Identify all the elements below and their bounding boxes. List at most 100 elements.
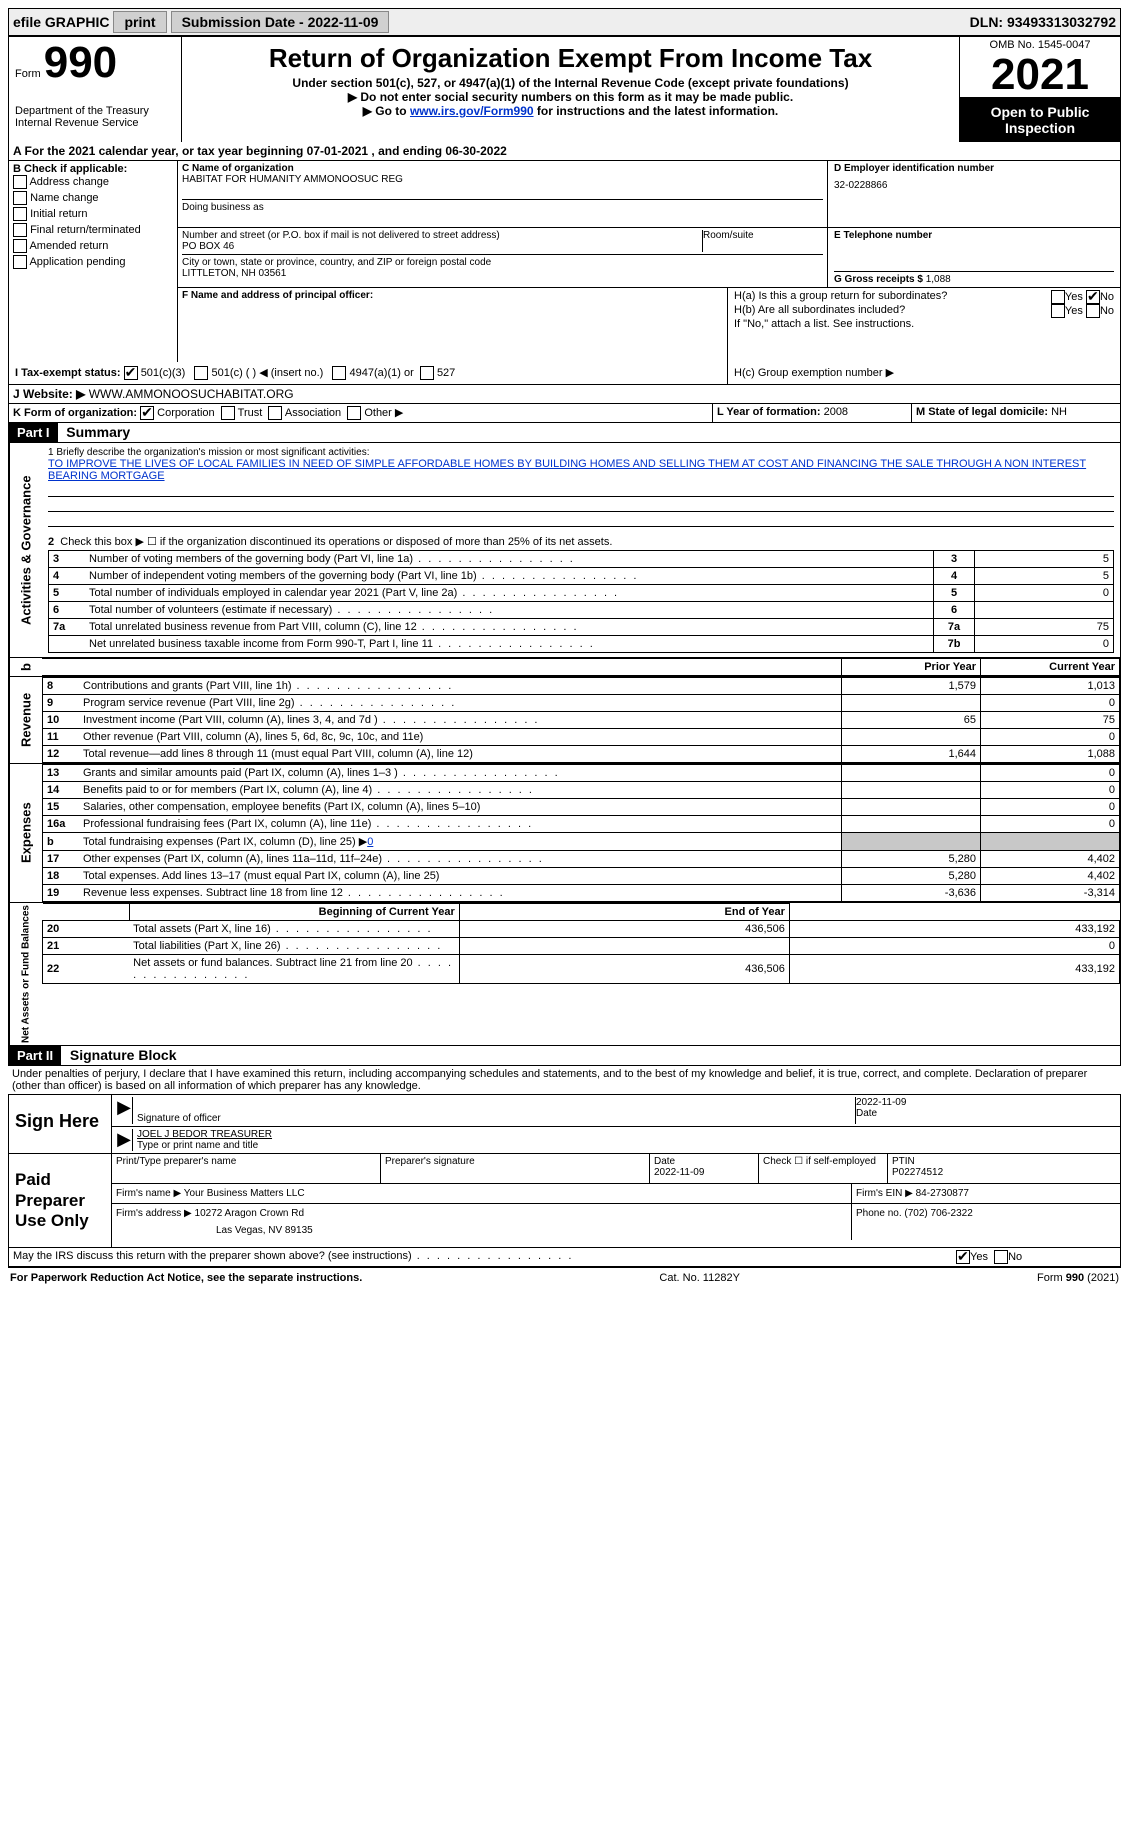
l15-desc: Salaries, other compensation, employee b… xyxy=(83,801,480,813)
check-name-change[interactable] xyxy=(13,191,27,205)
l21-begin xyxy=(459,938,789,955)
col-prior: Prior Year xyxy=(842,659,981,676)
l10-prior: 65 xyxy=(842,712,981,729)
website-label: J Website: ▶ xyxy=(13,387,85,401)
l7a-desc: Total unrelated business revenue from Pa… xyxy=(89,621,417,633)
i-4947-check[interactable] xyxy=(332,366,346,380)
l17-curr: 4,402 xyxy=(981,851,1120,868)
officer-name: JOEL J BEDOR TREASURER xyxy=(137,1129,1116,1140)
ein-value: 32-0228866 xyxy=(834,180,1114,191)
l8-prior: 1,579 xyxy=(842,678,981,695)
l15-curr: 0 xyxy=(981,799,1120,816)
k-trust-check[interactable] xyxy=(221,406,235,420)
i-opt2: 501(c) ( ) ◀ (insert no.) xyxy=(212,367,324,379)
l9-desc: Program service revenue (Part VIII, line… xyxy=(83,697,295,709)
discuss-yes-check[interactable] xyxy=(956,1250,970,1264)
firm-addr1: 10272 Aragon Crown Rd xyxy=(195,1208,305,1219)
website-value: WWW.AMMONOOSUCHABITAT.ORG xyxy=(89,387,294,401)
k-corp-check[interactable] xyxy=(140,406,154,420)
form-number: 990 xyxy=(44,38,117,87)
hc-label: H(c) Group exemption number ▶ xyxy=(734,367,894,379)
l16a-curr: 0 xyxy=(981,816,1120,833)
period-begin: 07-01-2021 xyxy=(307,144,368,158)
discuss-no: No xyxy=(1008,1251,1022,1263)
k-assoc-check[interactable] xyxy=(268,406,282,420)
org-name: HABITAT FOR HUMANITY AMMONOOSUC REG xyxy=(182,174,823,185)
m-label: M State of legal domicile: xyxy=(916,406,1048,418)
i-opt1: 501(c)(3) xyxy=(141,367,186,379)
firm-phone-label: Phone no. xyxy=(856,1208,902,1219)
sig-officer-label: Signature of officer xyxy=(137,1113,855,1124)
l-label: L Year of formation: xyxy=(717,406,821,418)
penalties-text: Under penalties of perjury, I declare th… xyxy=(8,1066,1121,1094)
ha-yes-check[interactable] xyxy=(1051,290,1065,304)
l11-curr: 0 xyxy=(981,729,1120,746)
form-note1: ▶ Do not enter social security numbers o… xyxy=(188,90,953,104)
l4-desc: Number of independent voting members of … xyxy=(89,570,477,582)
m-value: NH xyxy=(1051,406,1067,418)
hb-no-check[interactable] xyxy=(1086,304,1100,318)
note2-pre: ▶ Go to xyxy=(363,104,410,118)
form-word: Form xyxy=(15,68,41,80)
discuss-yes: Yes xyxy=(970,1251,988,1263)
prep-date: 2022-11-09 xyxy=(654,1167,704,1178)
hb-yes: Yes xyxy=(1065,305,1083,317)
side-revenue: Revenue xyxy=(9,677,42,763)
ha-no-check[interactable] xyxy=(1086,290,1100,304)
part1-header: Part I xyxy=(9,423,58,442)
i-527-check[interactable] xyxy=(420,366,434,380)
l11-prior xyxy=(842,729,981,746)
firm-ein: 84-2730877 xyxy=(916,1188,969,1199)
l13-curr: 0 xyxy=(981,765,1120,782)
city-label: City or town, state or province, country… xyxy=(182,254,823,268)
l14-curr: 0 xyxy=(981,782,1120,799)
tax-year: 2021 xyxy=(960,53,1120,98)
discuss-text: May the IRS discuss this return with the… xyxy=(13,1250,412,1262)
l19-desc: Revenue less expenses. Subtract line 18 … xyxy=(83,887,343,899)
check-initial-return[interactable] xyxy=(13,207,27,221)
l22-begin: 436,506 xyxy=(459,955,789,984)
i-501c-check[interactable] xyxy=(194,366,208,380)
col-current: Current Year xyxy=(981,659,1120,676)
hb-yes-check[interactable] xyxy=(1051,304,1065,318)
footer-left: For Paperwork Reduction Act Notice, see … xyxy=(10,1272,362,1284)
l7b-desc: Net unrelated business taxable income fr… xyxy=(89,638,433,650)
k-opt2: Association xyxy=(285,407,341,419)
l5-desc: Total number of individuals employed in … xyxy=(89,587,457,599)
l3-box: 3 xyxy=(934,551,975,568)
discuss-no-check[interactable] xyxy=(994,1250,1008,1264)
addr-value: PO BOX 46 xyxy=(182,241,702,252)
l22-end: 433,192 xyxy=(789,955,1119,984)
officer-label: F Name and address of principal officer: xyxy=(182,290,373,301)
prep-check-label: Check ☐ if self-employed xyxy=(759,1154,888,1183)
paid-preparer-label: Paid Preparer Use Only xyxy=(9,1154,111,1247)
org-name-label: C Name of organization xyxy=(182,163,823,174)
check-address-change[interactable] xyxy=(13,175,27,189)
period-end: 06-30-2022 xyxy=(445,144,506,158)
check-final-return[interactable] xyxy=(13,223,27,237)
part2-title: Signature Block xyxy=(64,1047,177,1063)
l17-desc: Other expenses (Part IX, column (A), lin… xyxy=(83,853,382,865)
print-button[interactable]: print xyxy=(113,11,166,33)
side-activities: Activities & Governance xyxy=(9,443,42,657)
l7b-box: 7b xyxy=(934,636,975,653)
check-amended-return[interactable] xyxy=(13,239,27,253)
l6-desc: Total number of volunteers (estimate if … xyxy=(89,604,332,616)
l10-curr: 75 xyxy=(981,712,1120,729)
l16a-desc: Professional fundraising fees (Part IX, … xyxy=(83,818,371,830)
l12-prior: 1,644 xyxy=(842,746,981,763)
l11-desc: Other revenue (Part VIII, column (A), li… xyxy=(83,731,423,743)
l8-desc: Contributions and grants (Part VIII, lin… xyxy=(83,680,292,692)
i-501c3-check[interactable] xyxy=(124,366,138,380)
k-opt3: Other ▶ xyxy=(364,407,403,419)
irs-link[interactable]: www.irs.gov/Form990 xyxy=(410,104,534,118)
arrow-icon-2: ▶ xyxy=(116,1129,133,1151)
l15-prior xyxy=(842,799,981,816)
l8-curr: 1,013 xyxy=(981,678,1120,695)
k-other-check[interactable] xyxy=(347,406,361,420)
firm-ein-label: Firm's EIN ▶ xyxy=(856,1188,913,1199)
check-application-pending[interactable] xyxy=(13,255,27,269)
ha-label: H(a) Is this a group return for subordin… xyxy=(734,290,947,302)
period-pre: A For the 2021 calendar year, or tax yea… xyxy=(13,144,307,158)
l4-val: 5 xyxy=(975,568,1114,585)
